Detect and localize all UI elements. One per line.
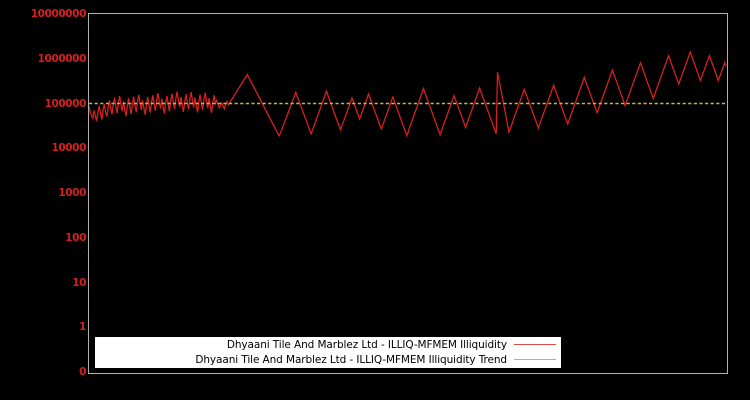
y-axis-tick-100: 100 (65, 231, 86, 244)
series-canvas (89, 50, 727, 138)
y-axis-tick-100000: 100000 (44, 97, 87, 110)
y-axis-tick-1000: 1000 (58, 187, 86, 199)
y-axis-tick-10: 10 (72, 276, 86, 289)
legend-entry-series: Dhyaani Tile And Marblez Ltd - ILLIQ-MFM… (95, 337, 561, 352)
y-axis-tick-0: 0 (79, 366, 86, 378)
legend-label-trend: Dhyaani Tile And Marblez Ltd - ILLIQ-MFM… (195, 353, 507, 366)
y-axis-tick-10000000: 10000000 (30, 8, 87, 20)
line-swatch-trend-icon (514, 355, 556, 365)
line-swatch-series-icon (514, 340, 556, 350)
plot-area (88, 13, 728, 374)
y-axis-tick-1000000: 1000000 (37, 52, 87, 65)
legend: Dhyaani Tile And Marblez Ltd - ILLIQ-MFM… (95, 337, 561, 368)
y-axis-tick-1: 1 (79, 321, 86, 334)
y-axis-tick-10000: 10000 (51, 142, 86, 155)
legend-entry-trend: Dhyaani Tile And Marblez Ltd - ILLIQ-MFM… (95, 352, 561, 367)
legend-label-series: Dhyaani Tile And Marblez Ltd - ILLIQ-MFM… (226, 338, 507, 351)
y-axis-tick-labels: 10000000 1000000 100000 10000 1000 100 10 1 0 (0, 0, 87, 400)
illiquidity-series-line (89, 50, 727, 138)
